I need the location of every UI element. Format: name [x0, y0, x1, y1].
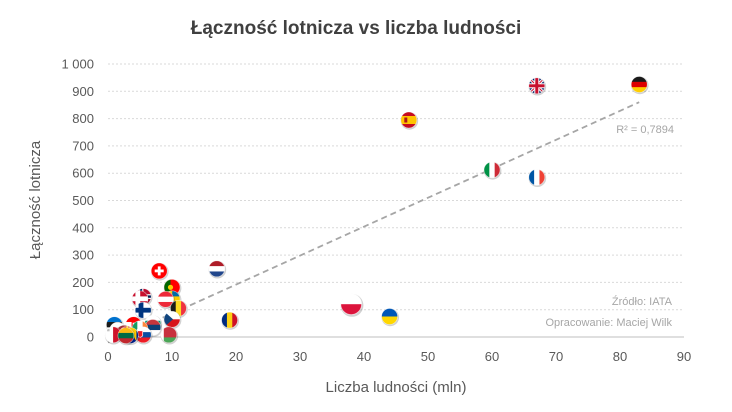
data-point-flag-uk: [528, 77, 547, 96]
data-point-flag-ch: [150, 262, 169, 281]
y-tick-label: 500: [72, 193, 94, 208]
data-point-flag-de: [630, 76, 649, 95]
data-point-flag-pl: [340, 293, 364, 317]
gridlines: [108, 63, 684, 338]
data-point-flag-ro: [221, 311, 239, 330]
x-axis-title: Liczba ludności (mln): [326, 379, 467, 396]
y-axis-title: Łączność lotnicza: [27, 140, 44, 259]
y-tick-label: 0: [87, 330, 94, 345]
x-tick-label: 20: [229, 349, 243, 364]
data-points: [104, 76, 649, 346]
y-tick-label: 900: [72, 84, 94, 99]
trendline: [107, 101, 640, 344]
y-tick-label: 800: [72, 111, 94, 126]
data-point-flag-by: [160, 326, 179, 345]
y-tick-labels: 0 100 200 300 400 500 600 700 800 900 1 000: [61, 57, 94, 345]
data-point-flag-cz: [163, 310, 182, 329]
y-tick-label: 700: [72, 138, 94, 153]
data-point-flag-fr: [528, 169, 547, 187]
y-tick-label: 300: [72, 248, 94, 263]
x-tick-label: 0: [104, 349, 111, 364]
data-point-flag-lt: [117, 327, 136, 346]
data-point-flag-nl: [208, 260, 227, 279]
x-tick-label: 10: [165, 349, 179, 364]
data-point-flag-it: [483, 161, 502, 180]
r-squared-label: R² = 0,7894: [616, 124, 674, 136]
x-tick-label: 90: [677, 349, 691, 364]
x-tick-label: 40: [357, 349, 371, 364]
data-point-flag-es: [400, 111, 419, 130]
data-point-flag-sk: [134, 326, 153, 345]
x-tick-label: 70: [549, 349, 563, 364]
x-tick-label: 60: [485, 349, 499, 364]
chart-title: Łączność lotnicza vs liczba ludności: [191, 18, 521, 39]
y-tick-label: 200: [72, 275, 94, 290]
data-point-flag-fi: [134, 301, 153, 320]
x-tick-labels: 0 10 20 30 40 50 60 70 80 90: [104, 349, 691, 364]
y-tick-label: 600: [72, 166, 94, 181]
author-note: Opracowanie: Maciej Wilk: [545, 317, 672, 329]
data-point-flag-ua: [381, 308, 399, 327]
y-tick-label: 1 000: [61, 57, 94, 72]
trendline-group: [107, 101, 640, 344]
x-tick-label: 50: [421, 349, 435, 364]
y-tick-label: 400: [72, 220, 94, 235]
data-point-flag-at: [157, 290, 175, 309]
x-tick-label: 30: [293, 349, 307, 364]
y-tick-label: 100: [72, 302, 94, 317]
x-tick-label: 80: [613, 349, 627, 364]
source-note: Źródło: IATA: [612, 295, 673, 308]
